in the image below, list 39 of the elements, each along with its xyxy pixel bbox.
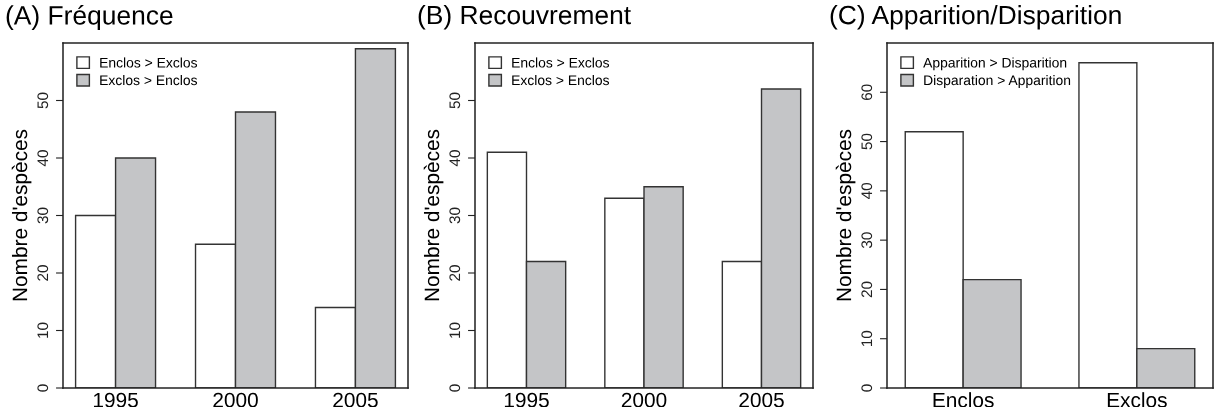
y-tick-label: 0 bbox=[37, 384, 49, 392]
y-tick-label: 20 bbox=[861, 281, 873, 298]
chart-title: (A) Fréquence bbox=[6, 5, 173, 30]
legend-label: Apparition > Disparition bbox=[923, 57, 1067, 71]
y-tick-label: 30 bbox=[861, 232, 873, 249]
y-tick-label: 0 bbox=[449, 384, 461, 392]
legend-label: Exclos > Enclos bbox=[512, 74, 610, 86]
y-axis-title: Nombre d'espèces bbox=[11, 129, 32, 301]
y-axis-title: Nombre d'espèces bbox=[423, 129, 444, 301]
y-tick-label: 30 bbox=[37, 207, 49, 224]
x-tick-label: 1995 bbox=[504, 392, 549, 407]
y-tick-label: 10 bbox=[861, 330, 873, 347]
y-tick-label: 30 bbox=[449, 207, 461, 224]
legend-label: Enclos > Exclos bbox=[100, 57, 198, 68]
legend-label: Disparation > Apparition bbox=[924, 74, 1071, 88]
y-tick-label: 50 bbox=[449, 92, 461, 109]
chart-title: (B) Recouvrement bbox=[418, 5, 631, 30]
x-tick-label: 2005 bbox=[739, 392, 784, 407]
x-tick-label: 2000 bbox=[621, 392, 667, 407]
y-axis-title: Nombre d'espèces bbox=[835, 129, 856, 301]
y-tick-label: 20 bbox=[449, 265, 461, 281]
legend-label: Enclos > Exclos bbox=[512, 57, 610, 68]
x-tick-label: Exclos bbox=[1107, 392, 1167, 407]
y-tick-label: 40 bbox=[861, 182, 873, 199]
y-tick-label: 50 bbox=[37, 92, 49, 109]
y-tick-label: 60 bbox=[861, 84, 873, 101]
y-tick-label: 50 bbox=[861, 133, 873, 150]
y-tick-label: 20 bbox=[37, 265, 49, 281]
y-tick-label: 0 bbox=[861, 384, 873, 392]
x-tick-label: 2005 bbox=[333, 392, 378, 407]
y-tick-label: 10 bbox=[37, 322, 49, 338]
x-tick-label: 1995 bbox=[93, 392, 138, 407]
y-tick-label: 40 bbox=[449, 150, 461, 167]
y-tick-label: 10 bbox=[449, 322, 461, 338]
x-tick-label: 2000 bbox=[213, 392, 258, 407]
chart-title: (C) Apparition/Disparition bbox=[830, 5, 1121, 30]
y-tick-label: 40 bbox=[37, 150, 49, 167]
legend-label: Exclos > Enclos bbox=[100, 74, 198, 86]
x-tick-label: Enclos bbox=[933, 392, 994, 407]
